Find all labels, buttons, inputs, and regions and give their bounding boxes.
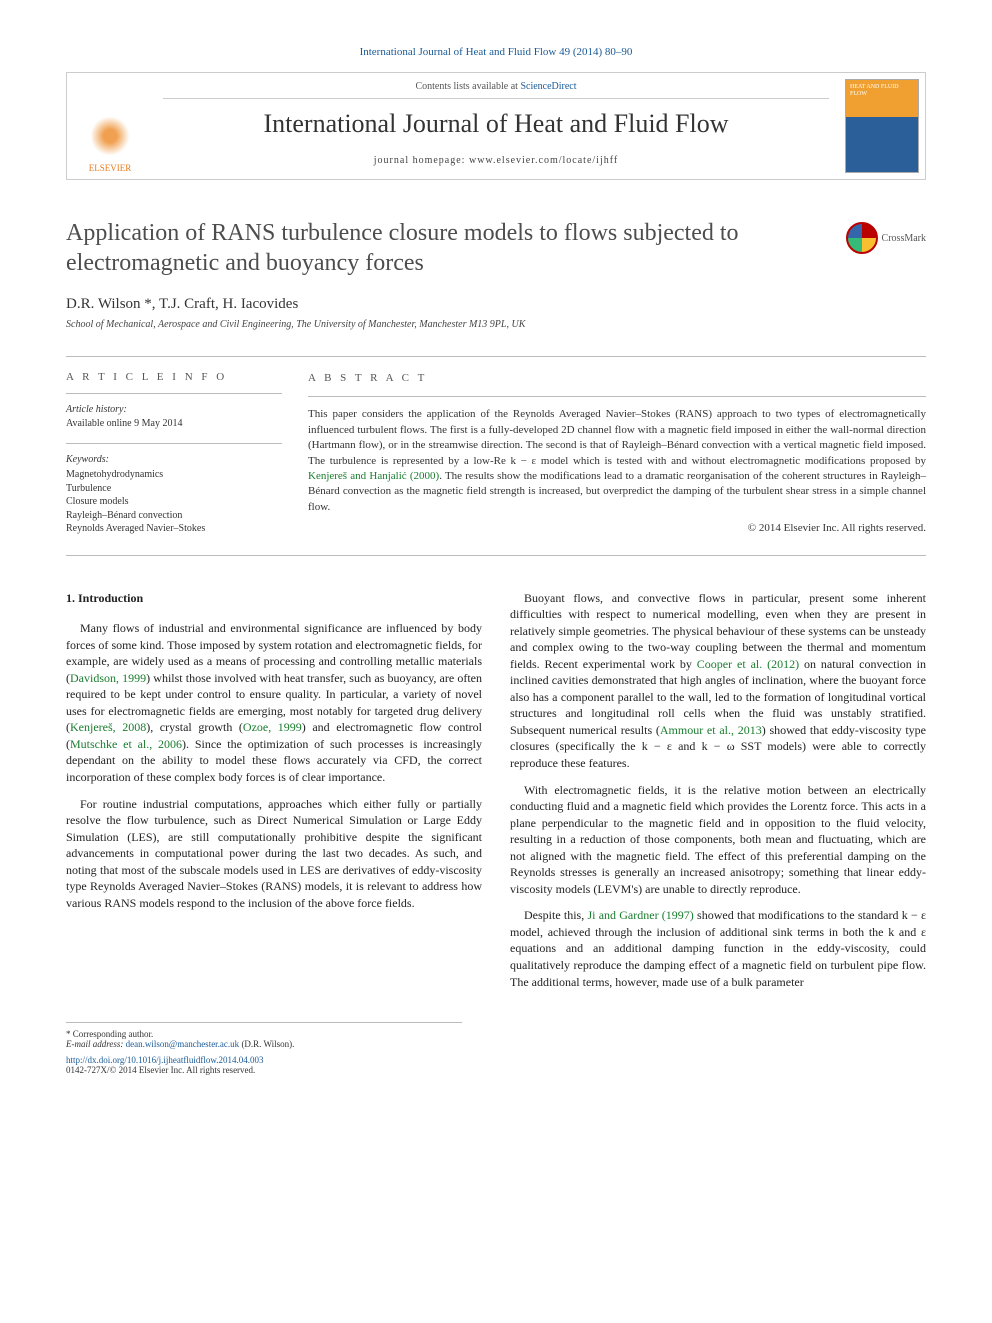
email-label: E-mail address: <box>66 1039 126 1049</box>
abstract-text: This paper considers the application of … <box>308 396 926 515</box>
article-info-heading: A R T I C L E I N F O <box>66 371 282 383</box>
section-heading: 1. Introduction <box>66 590 482 607</box>
doi-block: http://dx.doi.org/10.1016/j.ijheatfluidf… <box>66 1055 264 1075</box>
doi-link[interactable]: http://dx.doi.org/10.1016/j.ijheatfluidf… <box>66 1055 264 1065</box>
journal-homepage-line: journal homepage: www.elsevier.com/locat… <box>163 155 829 166</box>
citation-link[interactable]: Kenjereš and Hanjalić (2000) <box>308 470 439 482</box>
publisher-logo: ELSEVIER <box>67 73 153 179</box>
email-tail: (D.R. Wilson). <box>239 1039 294 1049</box>
cover-image: HEAT AND FLUID FLOW <box>845 79 919 173</box>
sciencedirect-link[interactable]: ScienceDirect <box>520 81 576 92</box>
journal-header: ELSEVIER Contents lists available at Sci… <box>66 72 926 180</box>
abstract-part: This paper considers the application of … <box>308 408 926 466</box>
crossmark-label: CrossMark <box>882 233 926 244</box>
text-run: ), crystal growth ( <box>146 720 243 734</box>
contents-prefix: Contents lists available at <box>415 81 520 92</box>
body-column-left: 1. Introduction Many flows of industrial… <box>66 590 482 1001</box>
authors-text: D.R. Wilson *, T.J. Craft, H. Iacovides <box>66 296 298 312</box>
keywords-label: Keywords: <box>66 454 282 465</box>
affiliation: School of Mechanical, Aerospace and Civi… <box>66 319 926 330</box>
citation-link[interactable]: Davidson, 1999 <box>70 671 146 685</box>
body-column-right: Buoyant flows, and convective flows in p… <box>510 590 926 1001</box>
author-email-link[interactable]: dean.wilson@manchester.ac.uk <box>126 1039 240 1049</box>
citation-link[interactable]: Ozoe, 1999 <box>243 720 302 734</box>
corresponding-author-note: * Corresponding author. <box>66 1029 462 1039</box>
history-label: Article history: <box>66 404 282 415</box>
keyword-item: Turbulence <box>66 482 282 496</box>
footnotes: * Corresponding author. E-mail address: … <box>66 1022 462 1049</box>
body-paragraph: Many flows of industrial and environment… <box>66 620 482 785</box>
publisher-name: ELSEVIER <box>89 163 132 173</box>
citation-link[interactable]: Cooper et al. (2012) <box>697 657 799 671</box>
body-paragraph: With electromagnetic fields, it is the r… <box>510 782 926 898</box>
body-paragraph: Buoyant flows, and convective flows in p… <box>510 590 926 772</box>
journal-cover-thumbnail: HEAT AND FLUID FLOW <box>845 79 919 173</box>
history-line: Available online 9 May 2014 <box>66 418 282 429</box>
body-paragraph: For routine industrial computations, app… <box>66 796 482 912</box>
article-title: Application of RANS turbulence closure m… <box>66 218 830 278</box>
keyword-item: Rayleigh–Bénard convection <box>66 509 282 523</box>
journal-home-prefix: journal homepage: <box>374 155 469 166</box>
journal-homepage-link[interactable]: www.elsevier.com/locate/ijhff <box>469 155 618 166</box>
copyright-line: © 2014 Elsevier Inc. All rights reserved… <box>308 521 926 536</box>
body-paragraph: Despite this, Ji and Gardner (1997) show… <box>510 907 926 990</box>
citation-link[interactable]: Ji and Gardner (1997) <box>587 908 693 922</box>
elsevier-tree-icon <box>87 113 133 159</box>
authors-line: D.R. Wilson *, T.J. Craft, H. Iacovides <box>66 296 926 313</box>
abstract-heading: A B S T R A C T <box>308 371 926 386</box>
crossmark-badge[interactable]: CrossMark <box>846 222 926 254</box>
citation-link[interactable]: Kenjereš, 2008 <box>70 720 146 734</box>
journal-reference: International Journal of Heat and Fluid … <box>66 46 926 58</box>
journal-name: International Journal of Heat and Fluid … <box>163 109 829 139</box>
email-line: E-mail address: dean.wilson@manchester.a… <box>66 1039 462 1049</box>
keyword-item: Reynolds Averaged Navier–Stokes <box>66 522 282 536</box>
keyword-item: Closure models <box>66 495 282 509</box>
keyword-item: Magnetohydrodynamics <box>66 468 282 482</box>
text-run: Despite this, <box>524 908 587 922</box>
contents-available-line: Contents lists available at ScienceDirec… <box>163 81 829 99</box>
citation-link[interactable]: Ammour et al., 2013 <box>660 723 762 737</box>
crossmark-icon <box>846 222 878 254</box>
citation-link[interactable]: Mutschke et al., 2006 <box>70 737 182 751</box>
issn-copyright-line: 0142-727X/© 2014 Elsevier Inc. All right… <box>66 1065 264 1075</box>
